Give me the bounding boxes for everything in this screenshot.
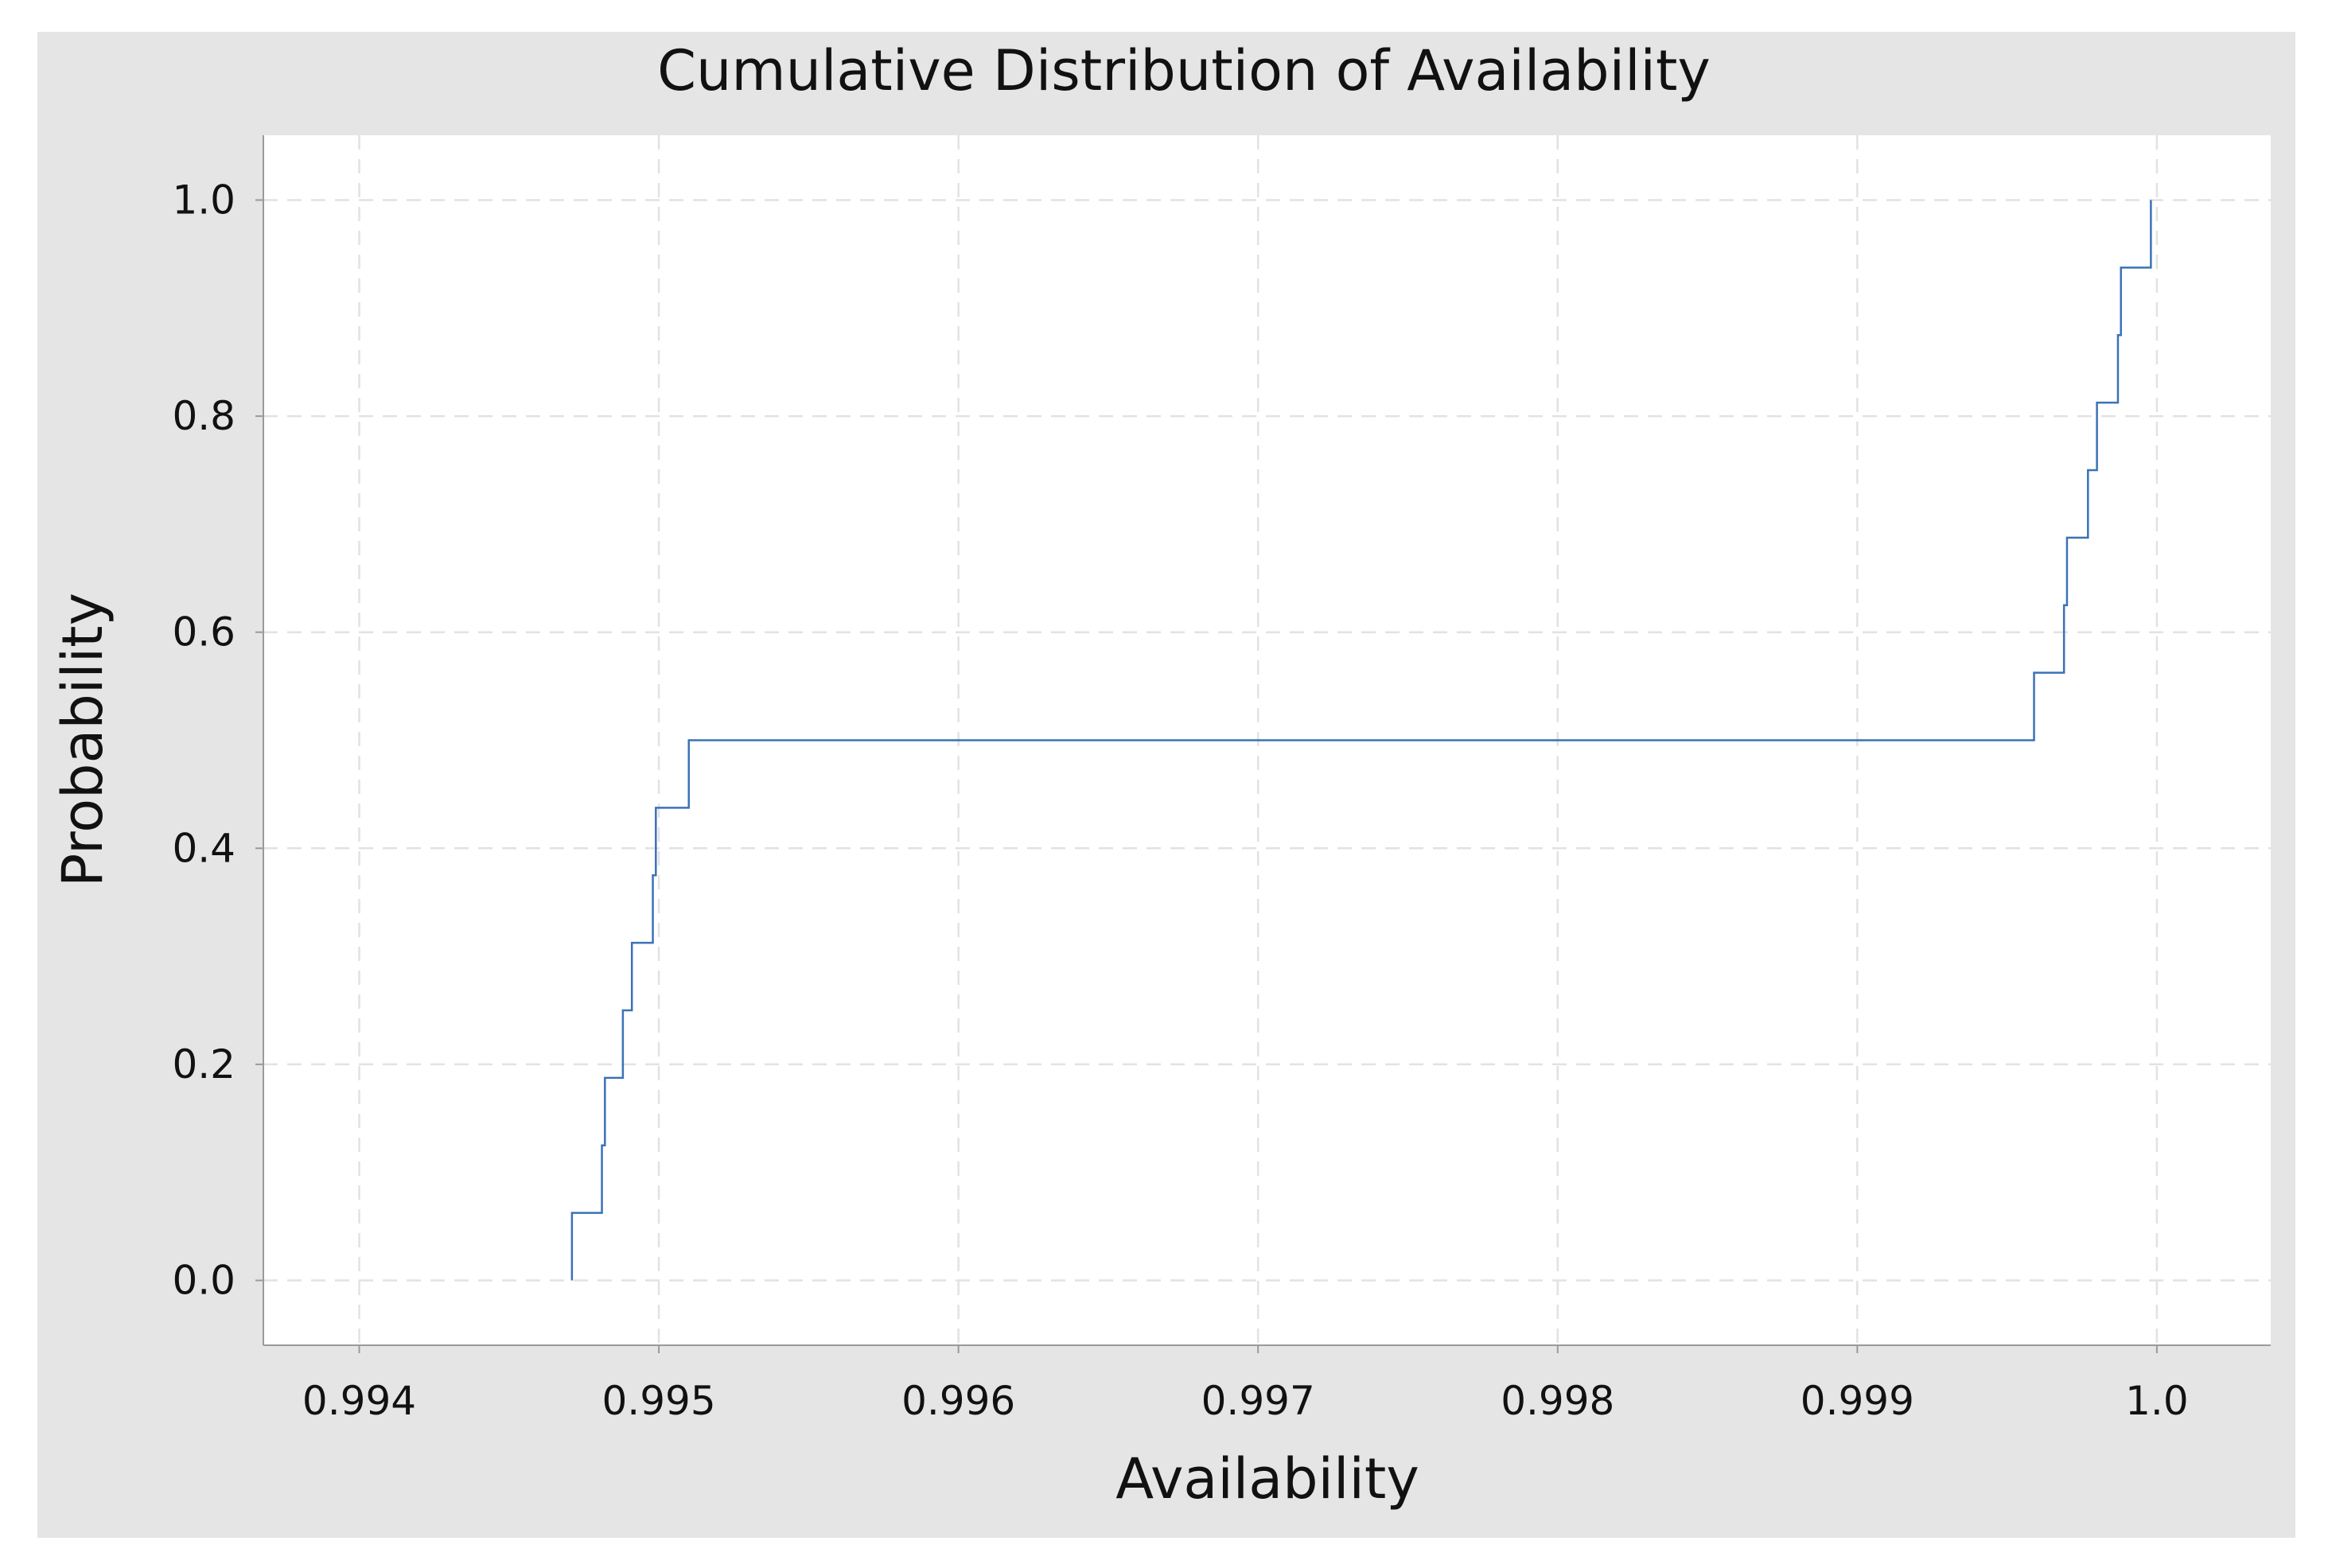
x-tick-label: 0.994 bbox=[302, 1378, 416, 1424]
y-tick-label: 0.4 bbox=[172, 825, 236, 871]
chart-title: Cumulative Distribution of Availability bbox=[657, 38, 1711, 103]
axis-ticks: 0.994 0.995 0.996 0.997 0.998 0.999 1.0 0.0 0.2 0… bbox=[172, 177, 2188, 1424]
y-axis-label: Probability bbox=[50, 593, 115, 887]
y-tick-label: 0.2 bbox=[172, 1041, 236, 1087]
y-tick-label: 1.0 bbox=[172, 177, 236, 223]
data-series bbox=[570, 200, 2152, 1281]
y-tick-label: 0.8 bbox=[172, 393, 236, 439]
x-tick-label: 0.998 bbox=[1501, 1378, 1614, 1424]
x-tick-label: 1.0 bbox=[2125, 1378, 2189, 1424]
x-tick-label: 0.995 bbox=[601, 1378, 715, 1424]
y-tick-label: 0.6 bbox=[172, 609, 236, 656]
x-tick-label: 0.997 bbox=[1201, 1378, 1315, 1424]
y-tick-label: 0.0 bbox=[172, 1258, 236, 1304]
cdf-step-line bbox=[570, 200, 2152, 1281]
grid-lines bbox=[263, 135, 2271, 1345]
x-tick-label: 0.999 bbox=[1801, 1378, 1914, 1424]
x-axis-label: Availability bbox=[1115, 1446, 1419, 1512]
x-tick-label: 0.996 bbox=[901, 1378, 1015, 1424]
